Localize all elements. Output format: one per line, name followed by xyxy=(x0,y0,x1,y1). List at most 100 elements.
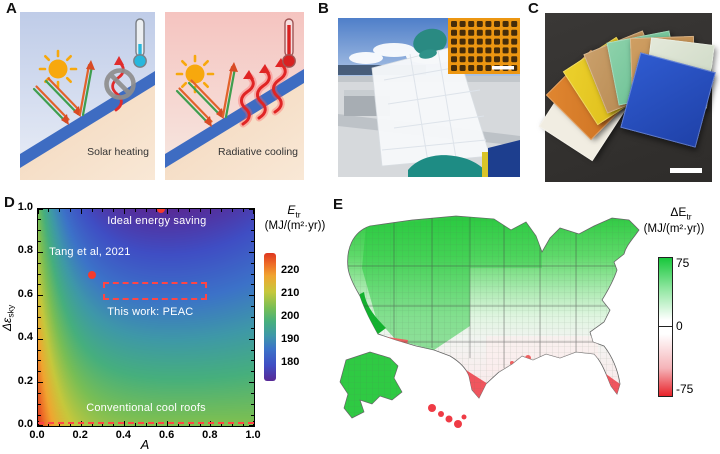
marker-dot xyxy=(88,271,96,280)
y-tick xyxy=(251,349,254,351)
x-tick xyxy=(188,423,190,426)
us-county-map xyxy=(339,215,640,428)
y-tick xyxy=(249,251,254,253)
samples-photo xyxy=(538,13,716,182)
x-tick-label: 0.8 xyxy=(202,429,218,441)
radiative-cooling-caption: Radiative cooling xyxy=(218,146,298,158)
y-tick xyxy=(38,414,41,416)
state-borders xyxy=(348,217,622,368)
x-tick xyxy=(59,423,61,426)
y-tick xyxy=(251,371,254,373)
y-tick xyxy=(38,209,43,210)
y-tick xyxy=(38,371,41,373)
x-tick-label: 0.4 xyxy=(115,429,132,441)
delta-etr-cb-tick: -75 xyxy=(676,382,694,396)
etr-colorbar xyxy=(264,253,276,381)
alaska xyxy=(339,351,403,419)
y-tick-label: 0.0 xyxy=(17,418,33,430)
y-tick xyxy=(38,403,41,405)
solar-heating-caption: Solar heating xyxy=(87,146,149,158)
y-tick xyxy=(38,241,41,243)
y-tick-label: 0.6 xyxy=(17,287,33,300)
x-tick xyxy=(69,209,71,212)
y-tick-label: 1.0 xyxy=(17,201,33,213)
glove-fingers xyxy=(419,49,437,59)
x-axis-label: A xyxy=(140,437,150,452)
glove-cuff xyxy=(482,152,488,177)
x-tick xyxy=(242,209,244,212)
y-tick xyxy=(38,219,41,221)
square-array xyxy=(451,21,518,71)
y-tick xyxy=(38,306,41,308)
y-tick-label: 0.4 xyxy=(17,331,33,344)
x-tick xyxy=(242,423,244,426)
heatmap-annotation: Tang et al, 2021 xyxy=(49,246,131,259)
etr-cb-tick: 200 xyxy=(281,310,300,322)
x-tick xyxy=(221,423,223,426)
y-tick xyxy=(38,392,41,394)
y-tick xyxy=(38,230,41,232)
y-tick xyxy=(251,284,254,286)
y-tick xyxy=(38,360,41,362)
y-tick xyxy=(251,230,254,232)
x-tick xyxy=(145,209,147,212)
y-tick xyxy=(38,262,41,264)
y-tick xyxy=(38,425,43,426)
y-tick xyxy=(251,241,254,243)
sun-icon xyxy=(38,49,78,89)
y-tick xyxy=(249,382,254,384)
x-tick xyxy=(113,209,115,212)
y-tick xyxy=(38,251,43,253)
x-tick-label: 0.6 xyxy=(158,429,175,441)
y-tick-label: 0.2 xyxy=(17,374,33,387)
x-tick-label: 0.2 xyxy=(72,429,88,441)
x-tick xyxy=(123,209,125,214)
thermal-emission-waves-icon xyxy=(238,58,289,128)
x-tick xyxy=(91,423,93,426)
heatmap-annotation: Ideal energy saving xyxy=(107,214,207,227)
zero-line xyxy=(658,326,673,327)
etr-cb-tick: 180 xyxy=(281,355,300,368)
thermometer-cold-icon xyxy=(133,18,147,68)
y-tick xyxy=(249,338,254,340)
x-tick xyxy=(199,423,201,426)
y-tick xyxy=(38,338,43,340)
y-tick xyxy=(249,295,254,297)
delta-etr-cb-tick: 0 xyxy=(676,319,683,333)
x-tick xyxy=(177,423,179,426)
x-tick xyxy=(113,423,115,426)
marker-dot xyxy=(157,209,166,213)
y-tick xyxy=(38,284,41,286)
x-tick xyxy=(199,209,201,212)
y-tick xyxy=(38,327,41,329)
y-tick xyxy=(251,327,254,329)
y-tick xyxy=(251,317,254,318)
y-tick xyxy=(251,392,254,394)
sleeve xyxy=(488,140,520,177)
heatmap-canvas xyxy=(38,209,254,426)
x-tick xyxy=(156,209,158,212)
sunlight-arrows-icon xyxy=(32,60,95,125)
x-tick xyxy=(188,209,190,212)
x-tick xyxy=(156,423,158,426)
no-emission-icon xyxy=(104,56,136,112)
hawaii-islands xyxy=(428,404,467,428)
x-tick xyxy=(59,209,61,212)
delta-etr-colorbar-title: ΔEtr xyxy=(670,205,692,222)
y-tick xyxy=(251,360,254,362)
sunlight-arrows-icon xyxy=(175,62,238,127)
etr-cb-tick: 220 xyxy=(281,264,300,277)
x-tick xyxy=(102,209,104,212)
micrograph-inset xyxy=(448,18,520,74)
x-tick xyxy=(167,209,169,214)
x-tick xyxy=(91,209,93,212)
x-tick xyxy=(38,209,39,214)
sun-icon xyxy=(175,54,215,94)
y-tick xyxy=(249,425,254,426)
panel-b-label: B xyxy=(318,0,329,17)
solar-heating-panel xyxy=(20,12,155,180)
ground xyxy=(165,82,304,180)
x-tick-label: 0.0 xyxy=(29,429,45,441)
x-tick xyxy=(134,423,136,426)
